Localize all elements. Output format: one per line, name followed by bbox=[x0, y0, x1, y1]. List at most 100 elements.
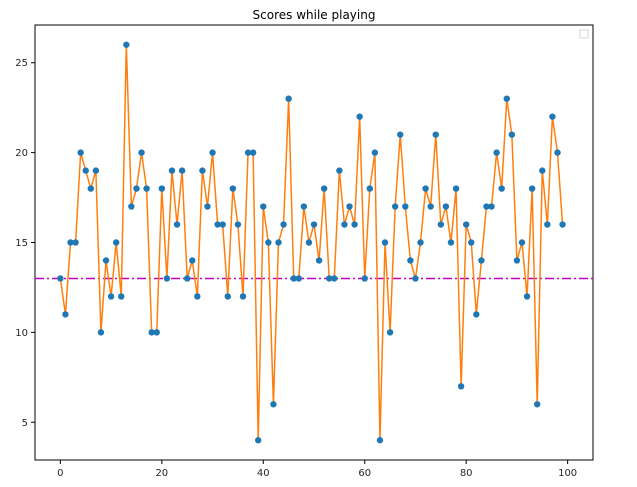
y-axis: 5 10 15 20 25 bbox=[15, 58, 35, 429]
data-point bbox=[427, 203, 434, 210]
data-point bbox=[371, 149, 379, 156]
data-point bbox=[234, 221, 242, 228]
data-point bbox=[478, 257, 485, 264]
data-point bbox=[468, 239, 475, 246]
data-point bbox=[437, 221, 445, 228]
data-point bbox=[549, 113, 556, 120]
data-point bbox=[341, 221, 348, 228]
data-point bbox=[508, 131, 516, 138]
data-point bbox=[183, 275, 191, 282]
data-point bbox=[452, 185, 460, 192]
data-point bbox=[280, 221, 287, 228]
data-point bbox=[366, 185, 373, 192]
data-point bbox=[326, 275, 333, 282]
y-tick-label: 20 bbox=[15, 148, 28, 159]
data-point bbox=[493, 149, 500, 156]
data-point bbox=[462, 221, 470, 228]
data-point bbox=[97, 329, 105, 336]
data-point bbox=[219, 221, 226, 228]
series-marker-layer bbox=[57, 41, 566, 444]
data-point bbox=[148, 329, 155, 336]
data-point bbox=[503, 95, 510, 102]
data-point bbox=[457, 383, 465, 390]
data-point bbox=[346, 203, 353, 210]
x-tick-label: 40 bbox=[257, 468, 270, 479]
data-point bbox=[417, 239, 424, 246]
data-point bbox=[351, 221, 358, 228]
data-point bbox=[513, 257, 521, 264]
data-point bbox=[244, 149, 252, 156]
data-point bbox=[290, 275, 297, 282]
y-tick-label: 10 bbox=[15, 328, 28, 339]
x-axis: 0 20 40 60 80 100 bbox=[57, 460, 577, 479]
data-point bbox=[528, 185, 536, 192]
data-point bbox=[402, 203, 409, 210]
data-point bbox=[133, 185, 140, 192]
data-point bbox=[87, 185, 95, 192]
data-point bbox=[224, 293, 231, 300]
data-point bbox=[422, 185, 429, 192]
data-point bbox=[199, 167, 206, 174]
data-point bbox=[381, 239, 389, 246]
data-point bbox=[331, 275, 338, 282]
data-point bbox=[77, 149, 84, 156]
data-point bbox=[534, 401, 541, 408]
legend-box bbox=[579, 29, 589, 39]
data-point bbox=[123, 41, 130, 48]
data-point bbox=[189, 257, 196, 264]
data-point bbox=[178, 167, 186, 174]
data-point bbox=[275, 239, 282, 246]
data-point bbox=[554, 149, 561, 156]
data-point bbox=[310, 221, 318, 228]
data-point bbox=[498, 185, 505, 192]
data-point bbox=[447, 239, 455, 246]
data-point bbox=[173, 221, 181, 228]
data-point bbox=[128, 203, 135, 210]
data-point bbox=[92, 167, 100, 174]
data-point bbox=[518, 239, 526, 246]
data-point bbox=[488, 203, 495, 210]
data-point bbox=[412, 275, 419, 282]
data-point bbox=[386, 329, 394, 336]
data-point bbox=[204, 203, 211, 210]
data-point bbox=[320, 185, 328, 192]
data-point bbox=[249, 149, 257, 156]
data-point bbox=[209, 149, 216, 156]
data-point bbox=[62, 311, 69, 318]
data-point bbox=[539, 167, 546, 174]
data-point bbox=[194, 293, 201, 300]
data-point bbox=[72, 239, 79, 246]
data-point bbox=[295, 275, 302, 282]
data-point bbox=[102, 257, 110, 264]
y-tick-label: 15 bbox=[15, 238, 28, 249]
data-point bbox=[168, 167, 176, 174]
x-tick-label: 60 bbox=[358, 468, 371, 479]
data-point bbox=[57, 275, 64, 282]
data-point bbox=[305, 239, 313, 246]
data-point bbox=[559, 221, 566, 228]
data-point bbox=[376, 437, 384, 444]
data-point bbox=[270, 401, 277, 408]
chart-title: Scores while playing bbox=[253, 8, 376, 22]
data-point bbox=[163, 275, 171, 282]
data-point bbox=[397, 131, 404, 138]
x-tick-label: 20 bbox=[155, 468, 168, 479]
data-point bbox=[361, 275, 368, 282]
data-point bbox=[118, 293, 125, 300]
data-point bbox=[138, 149, 145, 156]
data-point bbox=[315, 257, 323, 264]
data-point bbox=[153, 329, 160, 336]
x-tick-label: 0 bbox=[57, 468, 63, 479]
series-line-layer bbox=[59, 44, 564, 441]
data-point bbox=[67, 239, 74, 246]
data-point bbox=[356, 113, 363, 120]
data-point bbox=[391, 203, 399, 210]
data-point bbox=[143, 185, 150, 192]
data-point bbox=[336, 167, 343, 174]
data-point bbox=[265, 239, 272, 246]
data-point bbox=[107, 293, 115, 300]
data-point bbox=[442, 203, 450, 210]
data-point bbox=[82, 167, 89, 174]
x-tick-label: 100 bbox=[558, 468, 577, 479]
